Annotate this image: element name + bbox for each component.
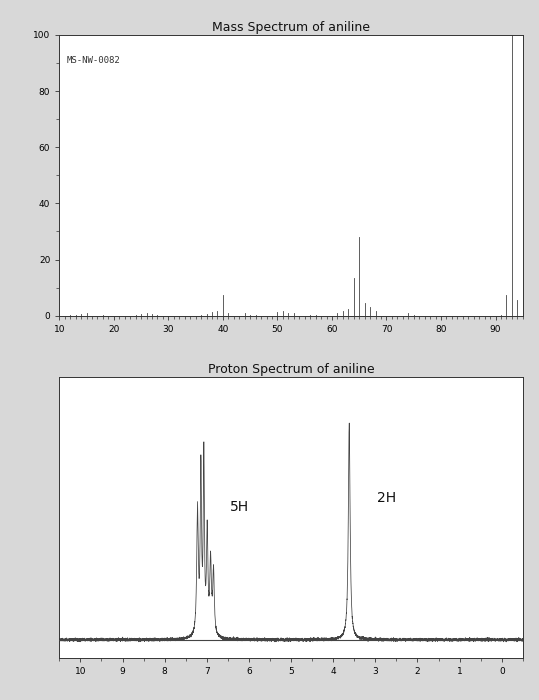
Title: Proton Spectrum of aniline: Proton Spectrum of aniline [208,363,375,376]
Text: MS-NW-0082: MS-NW-0082 [66,56,120,65]
Text: 5H: 5H [230,500,249,514]
Text: 2H: 2H [377,491,397,505]
Title: Mass Spectrum of aniline: Mass Spectrum of aniline [212,21,370,34]
